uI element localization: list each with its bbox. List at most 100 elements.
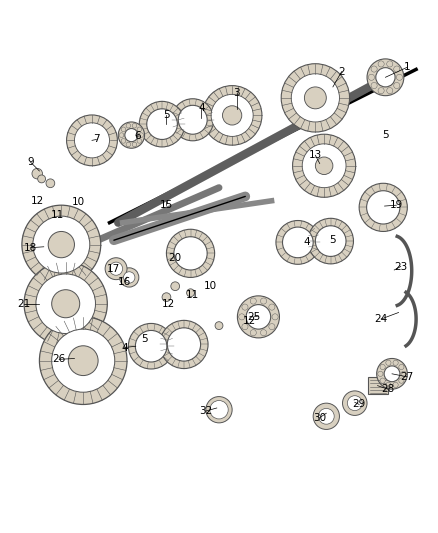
Circle shape	[39, 317, 127, 405]
Text: 4: 4	[121, 343, 128, 352]
Circle shape	[276, 221, 320, 264]
Circle shape	[272, 314, 278, 320]
Circle shape	[162, 293, 171, 302]
Circle shape	[304, 87, 326, 109]
Text: 5: 5	[329, 235, 336, 245]
Circle shape	[118, 122, 145, 148]
Circle shape	[283, 227, 313, 258]
Circle shape	[128, 324, 174, 369]
Circle shape	[371, 66, 377, 72]
Circle shape	[315, 157, 333, 174]
Text: 3: 3	[233, 88, 240, 99]
Text: 4: 4	[303, 237, 310, 247]
Text: 5: 5	[141, 334, 148, 344]
Circle shape	[367, 59, 404, 96]
Circle shape	[368, 74, 374, 80]
Circle shape	[394, 66, 400, 72]
Circle shape	[261, 329, 267, 336]
Circle shape	[393, 382, 398, 387]
Circle shape	[380, 378, 385, 383]
Circle shape	[313, 403, 339, 430]
Circle shape	[386, 360, 391, 366]
Text: 12: 12	[162, 298, 175, 309]
Text: 10: 10	[72, 197, 85, 207]
Circle shape	[119, 133, 124, 138]
Circle shape	[223, 106, 242, 125]
Circle shape	[302, 144, 346, 188]
Circle shape	[281, 64, 350, 132]
Circle shape	[261, 298, 267, 304]
Text: 19: 19	[390, 200, 403, 210]
Circle shape	[166, 229, 215, 278]
Text: 1: 1	[404, 62, 411, 72]
Text: 17: 17	[107, 264, 120, 273]
Circle shape	[121, 139, 126, 143]
Circle shape	[135, 330, 167, 362]
Text: 27: 27	[401, 372, 414, 382]
Circle shape	[125, 128, 138, 142]
Circle shape	[67, 115, 117, 166]
Circle shape	[343, 391, 367, 415]
Circle shape	[126, 142, 131, 147]
Circle shape	[394, 83, 400, 88]
Circle shape	[384, 366, 400, 382]
Circle shape	[52, 290, 80, 318]
Circle shape	[380, 365, 385, 369]
Circle shape	[126, 124, 131, 128]
Circle shape	[120, 268, 139, 287]
Circle shape	[250, 298, 256, 304]
Text: 15: 15	[160, 200, 173, 210]
Circle shape	[308, 219, 353, 264]
Circle shape	[387, 61, 393, 67]
Circle shape	[242, 304, 248, 310]
Circle shape	[399, 378, 404, 383]
Circle shape	[401, 371, 406, 376]
Text: 29: 29	[353, 399, 366, 409]
Text: 10: 10	[204, 281, 217, 291]
Circle shape	[269, 324, 275, 330]
Circle shape	[160, 320, 208, 368]
Circle shape	[167, 328, 201, 361]
Circle shape	[139, 133, 144, 138]
Text: 7: 7	[93, 134, 100, 144]
Text: 20: 20	[169, 253, 182, 263]
Text: 4: 4	[198, 103, 205, 113]
Circle shape	[24, 262, 107, 345]
Text: 25: 25	[247, 312, 261, 322]
Circle shape	[33, 216, 90, 273]
Circle shape	[291, 74, 339, 122]
Circle shape	[210, 400, 228, 419]
Circle shape	[250, 329, 256, 336]
Circle shape	[399, 365, 404, 369]
Circle shape	[239, 314, 245, 320]
Circle shape	[396, 74, 403, 80]
Circle shape	[387, 87, 393, 94]
Text: 32: 32	[199, 406, 212, 416]
Circle shape	[359, 183, 407, 231]
Text: 12: 12	[31, 196, 44, 206]
Text: 18: 18	[24, 243, 37, 253]
Circle shape	[239, 317, 247, 325]
Circle shape	[132, 124, 137, 128]
Circle shape	[137, 127, 141, 132]
Text: 26: 26	[53, 354, 66, 365]
Circle shape	[376, 68, 395, 87]
Circle shape	[52, 329, 115, 392]
Circle shape	[147, 109, 177, 140]
Circle shape	[32, 168, 42, 179]
Circle shape	[377, 359, 407, 389]
Circle shape	[110, 262, 123, 275]
Circle shape	[318, 408, 334, 424]
Circle shape	[22, 205, 101, 284]
Text: 30: 30	[313, 413, 326, 423]
Text: 11: 11	[50, 210, 64, 220]
Circle shape	[36, 274, 95, 334]
Text: 9: 9	[27, 157, 34, 167]
Circle shape	[139, 101, 185, 147]
Circle shape	[48, 231, 74, 258]
Circle shape	[202, 86, 262, 145]
Circle shape	[378, 87, 384, 94]
Text: 2: 2	[338, 67, 345, 77]
Circle shape	[124, 272, 135, 283]
Circle shape	[137, 139, 141, 143]
